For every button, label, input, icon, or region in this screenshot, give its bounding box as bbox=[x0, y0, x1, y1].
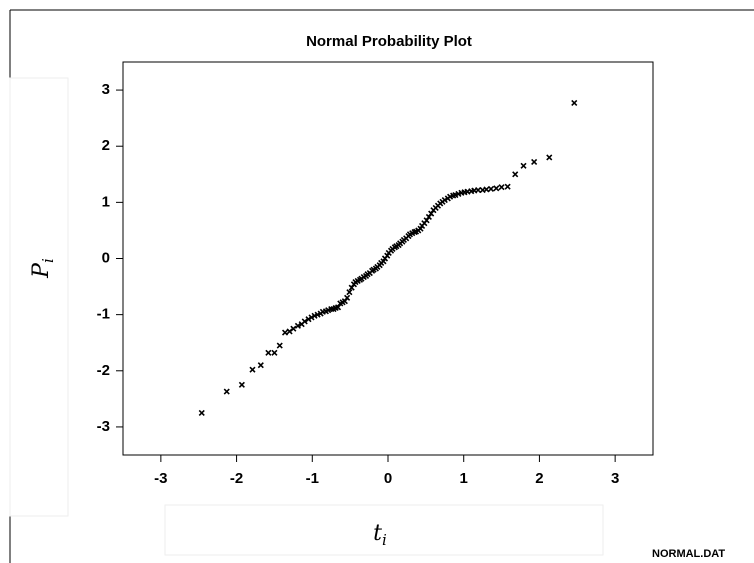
point bbox=[257, 362, 264, 369]
point bbox=[223, 388, 230, 395]
point bbox=[504, 183, 511, 190]
x-tick-label: -3 bbox=[154, 470, 167, 487]
point bbox=[475, 186, 482, 194]
y-label-base: P bbox=[29, 262, 54, 279]
point bbox=[546, 154, 553, 161]
point bbox=[281, 329, 289, 336]
point bbox=[276, 342, 283, 349]
y-tick-label: -2 bbox=[97, 362, 110, 379]
x-axis-label: ti bbox=[373, 521, 387, 549]
x-label-sub: i bbox=[382, 531, 387, 549]
point bbox=[198, 409, 205, 416]
point bbox=[520, 162, 527, 169]
point bbox=[290, 325, 297, 332]
x-tick-label: 1 bbox=[460, 470, 468, 487]
point bbox=[294, 322, 301, 329]
y-axis-label: Pi bbox=[29, 258, 57, 279]
point bbox=[344, 294, 351, 301]
point bbox=[571, 99, 578, 107]
point bbox=[305, 316, 312, 323]
point bbox=[512, 171, 519, 178]
point bbox=[249, 366, 256, 373]
point bbox=[531, 158, 538, 165]
y-tick-label: 0 bbox=[102, 249, 110, 266]
point bbox=[301, 318, 308, 325]
y-tick-label: -1 bbox=[97, 306, 110, 323]
point bbox=[334, 304, 342, 311]
point bbox=[483, 186, 490, 193]
x-tick-label: -2 bbox=[230, 470, 243, 487]
x-tick-label: 3 bbox=[611, 470, 619, 487]
y-label-sub: i bbox=[39, 258, 57, 263]
point bbox=[441, 197, 448, 204]
point bbox=[498, 184, 505, 191]
point bbox=[265, 349, 272, 356]
chart-title: Normal Probability Plot bbox=[306, 33, 472, 50]
point bbox=[271, 349, 278, 356]
point bbox=[308, 314, 315, 321]
y-tick-label: -3 bbox=[97, 418, 110, 435]
point bbox=[487, 185, 495, 192]
point bbox=[493, 185, 500, 192]
point bbox=[346, 289, 353, 296]
x-label-box bbox=[164, 504, 604, 556]
y-tick-label: 1 bbox=[102, 193, 110, 210]
y-tick-label: 2 bbox=[102, 137, 110, 154]
y-tick-label: 3 bbox=[102, 81, 110, 98]
x-tick-label: 0 bbox=[384, 470, 392, 487]
point bbox=[238, 381, 245, 388]
x-tick-label: -1 bbox=[306, 470, 319, 487]
plot-frame bbox=[122, 61, 654, 456]
x-tick-label: 2 bbox=[535, 470, 543, 487]
y-label-box bbox=[9, 77, 69, 517]
x-label-base: t bbox=[373, 521, 382, 546]
footer: NORMAL.DAT bbox=[652, 548, 725, 560]
